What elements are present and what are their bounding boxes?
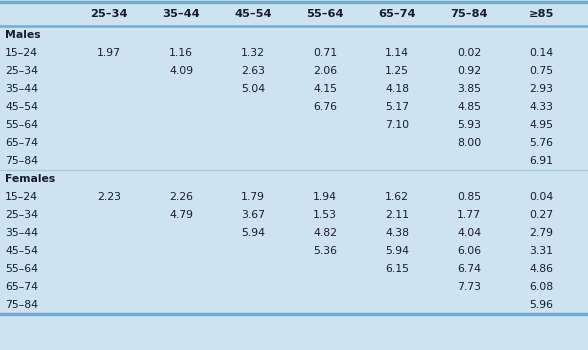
Text: 5.93: 5.93 <box>457 120 481 130</box>
Text: 4.86: 4.86 <box>529 264 553 274</box>
Text: 4.09: 4.09 <box>169 66 193 76</box>
Text: 65–74: 65–74 <box>5 282 38 292</box>
Text: 65–74: 65–74 <box>378 9 416 19</box>
Text: 25–34: 25–34 <box>5 210 38 220</box>
Text: 15–24: 15–24 <box>5 48 38 58</box>
Text: 25–34: 25–34 <box>5 66 38 76</box>
Text: ≥85: ≥85 <box>528 9 554 19</box>
Text: 0.27: 0.27 <box>529 210 553 220</box>
Text: 5.17: 5.17 <box>385 102 409 112</box>
Text: 2.11: 2.11 <box>385 210 409 220</box>
Text: 5.94: 5.94 <box>385 246 409 256</box>
Text: 1.53: 1.53 <box>313 210 337 220</box>
Text: 6.15: 6.15 <box>385 264 409 274</box>
Text: 0.85: 0.85 <box>457 192 481 202</box>
Text: 3.31: 3.31 <box>529 246 553 256</box>
Text: 45–54: 45–54 <box>234 9 272 19</box>
Text: 1.79: 1.79 <box>241 192 265 202</box>
Text: 1.77: 1.77 <box>457 210 481 220</box>
Text: 5.76: 5.76 <box>529 138 553 148</box>
Text: 6.76: 6.76 <box>313 102 337 112</box>
Text: 4.15: 4.15 <box>313 84 337 94</box>
Text: 7.10: 7.10 <box>385 120 409 130</box>
Text: 4.33: 4.33 <box>529 102 553 112</box>
Text: 6.74: 6.74 <box>457 264 481 274</box>
Text: 1.16: 1.16 <box>169 48 193 58</box>
Text: 4.95: 4.95 <box>529 120 553 130</box>
Text: 6.91: 6.91 <box>529 156 553 166</box>
Text: 35–44: 35–44 <box>5 228 38 238</box>
Text: 4.38: 4.38 <box>385 228 409 238</box>
Text: 0.75: 0.75 <box>529 66 553 76</box>
Text: 1.62: 1.62 <box>385 192 409 202</box>
Text: 0.04: 0.04 <box>529 192 553 202</box>
Text: 6.06: 6.06 <box>457 246 481 256</box>
Text: 0.71: 0.71 <box>313 48 337 58</box>
Text: 1.25: 1.25 <box>385 66 409 76</box>
Text: 0.92: 0.92 <box>457 66 481 76</box>
Text: 1.32: 1.32 <box>241 48 265 58</box>
Text: 55–64: 55–64 <box>5 120 38 130</box>
Text: 2.06: 2.06 <box>313 66 337 76</box>
Text: 5.36: 5.36 <box>313 246 337 256</box>
Text: 5.94: 5.94 <box>241 228 265 238</box>
Text: 0.02: 0.02 <box>457 48 481 58</box>
Text: 1.94: 1.94 <box>313 192 337 202</box>
Text: 15–24: 15–24 <box>5 192 38 202</box>
Text: 4.04: 4.04 <box>457 228 481 238</box>
Text: 55–64: 55–64 <box>306 9 344 19</box>
Text: 4.79: 4.79 <box>169 210 193 220</box>
Text: 2.23: 2.23 <box>97 192 121 202</box>
Text: 7.73: 7.73 <box>457 282 481 292</box>
Text: 25–34: 25–34 <box>90 9 128 19</box>
Text: 45–54: 45–54 <box>5 246 38 256</box>
Text: 2.26: 2.26 <box>169 192 193 202</box>
Text: 4.82: 4.82 <box>313 228 337 238</box>
Text: 4.85: 4.85 <box>457 102 481 112</box>
Text: 75–84: 75–84 <box>5 300 38 310</box>
Text: 2.93: 2.93 <box>529 84 553 94</box>
Text: 65–74: 65–74 <box>5 138 38 148</box>
Text: 35–44: 35–44 <box>5 84 38 94</box>
Text: Females: Females <box>5 174 55 184</box>
Text: 1.14: 1.14 <box>385 48 409 58</box>
Text: 5.96: 5.96 <box>529 300 553 310</box>
Text: 3.85: 3.85 <box>457 84 481 94</box>
Text: 1.97: 1.97 <box>97 48 121 58</box>
Text: 35–44: 35–44 <box>162 9 200 19</box>
Text: 2.79: 2.79 <box>529 228 553 238</box>
Text: 45–54: 45–54 <box>5 102 38 112</box>
Text: 6.08: 6.08 <box>529 282 553 292</box>
Text: Males: Males <box>5 30 41 40</box>
Text: 75–84: 75–84 <box>5 156 38 166</box>
Text: 0.14: 0.14 <box>529 48 553 58</box>
Text: 2.63: 2.63 <box>241 66 265 76</box>
Text: 55–64: 55–64 <box>5 264 38 274</box>
Text: 3.67: 3.67 <box>241 210 265 220</box>
Text: 8.00: 8.00 <box>457 138 481 148</box>
Text: 75–84: 75–84 <box>450 9 488 19</box>
Text: 5.04: 5.04 <box>241 84 265 94</box>
Text: 4.18: 4.18 <box>385 84 409 94</box>
